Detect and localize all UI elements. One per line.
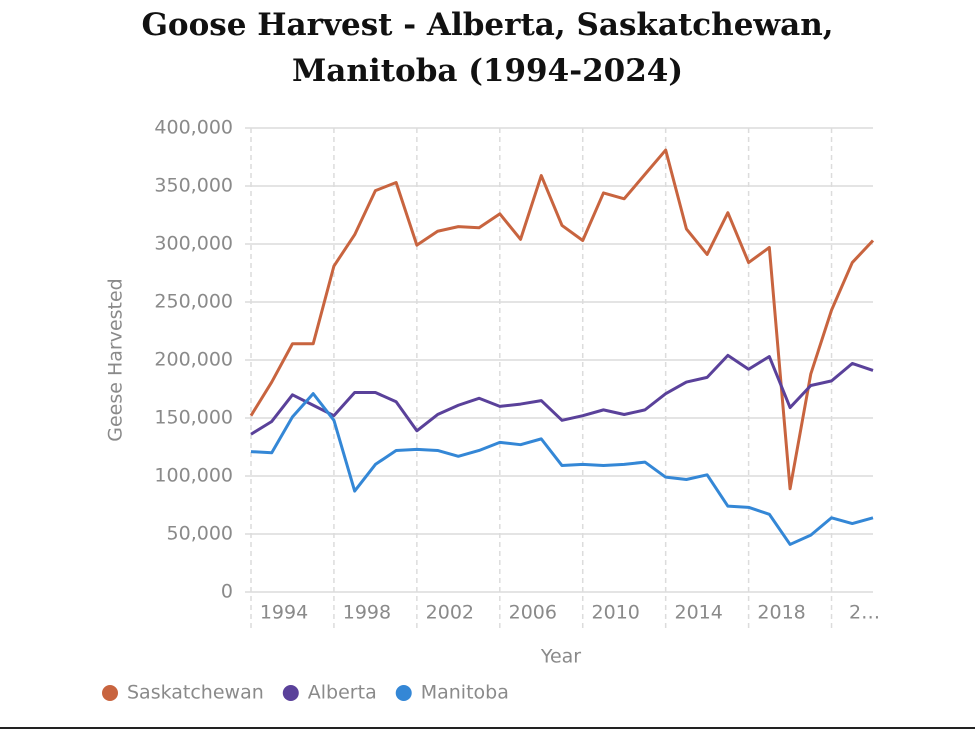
x-axis-label: Year <box>540 646 581 668</box>
x-tick-label: 2018 <box>757 602 805 624</box>
x-tick-label: 1994 <box>260 602 308 624</box>
y-tick-label: 100,000 <box>154 465 233 487</box>
y-tick-label: 0 <box>221 581 233 603</box>
chart-title: Goose Harvest - Alberta, Saskatchewan, M… <box>141 7 834 89</box>
legend-marker <box>282 685 299 701</box>
y-axis-label: Geese Harvested <box>105 278 127 442</box>
divider <box>0 727 975 729</box>
legend-marker <box>102 685 118 701</box>
line-series <box>249 148 875 491</box>
line-series <box>250 353 874 436</box>
x-tick-label: 2… <box>849 602 880 624</box>
legend-marker <box>395 685 412 701</box>
legend-label: Alberta <box>308 682 377 704</box>
y-tick-label: 50,000 <box>167 523 233 545</box>
y-tick-label: 150,000 <box>154 407 233 429</box>
x-tick-label: 1998 <box>343 602 391 624</box>
line-series <box>250 392 874 546</box>
y-tick-label: 200,000 <box>154 349 233 371</box>
y-tick-label: 250,000 <box>154 291 233 313</box>
x-tick-label: 2002 <box>426 602 474 624</box>
y-tick-label: 400,000 <box>154 117 233 139</box>
y-tick-label: 350,000 <box>154 175 233 197</box>
x-tick-label: 2014 <box>674 602 722 624</box>
legend-label: Manitoba <box>421 682 509 704</box>
x-tick-label: 2010 <box>592 602 640 624</box>
x-tick-label: 2006 <box>509 602 557 624</box>
legend-label: Saskatchewan <box>127 682 264 704</box>
y-tick-label: 300,000 <box>154 233 233 255</box>
